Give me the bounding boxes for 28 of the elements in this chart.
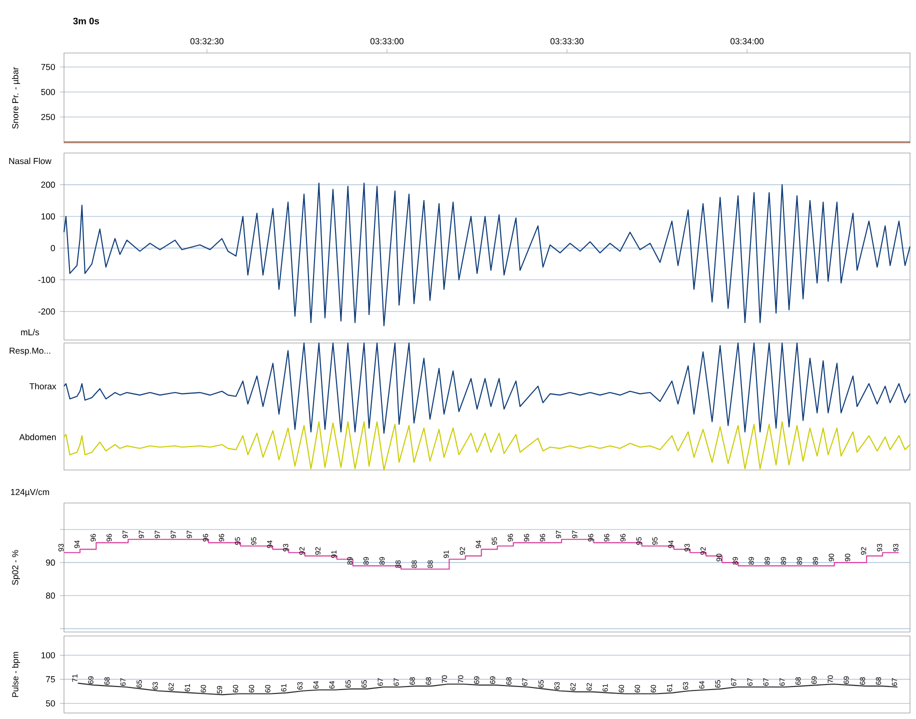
x-tick-label: 03:34:00: [730, 38, 764, 44]
y-tick-label: 750: [41, 64, 55, 70]
y-tick-label: 100: [42, 213, 55, 220]
chart-title: Nasal Flow: [9, 158, 52, 164]
y-tick-label: 0: [50, 245, 55, 252]
y-tick-label: -100: [38, 276, 55, 283]
y-tick-label: 90: [46, 559, 55, 566]
series-label: Thorax: [30, 383, 56, 390]
chart-title: Resp.Mo...: [10, 348, 50, 356]
y-tick-label: 75: [46, 676, 55, 682]
y-axis-title: Snore Pr. - µbar: [12, 67, 20, 129]
y-tick-label: 250: [41, 114, 55, 120]
x-tick-label: 03:33:00: [370, 38, 404, 44]
x-tick-label: 03:33:30: [550, 38, 584, 44]
x-tick-label: 03:32:30: [190, 38, 224, 44]
line-series: [63, 182, 911, 326]
y-tick-label: 500: [41, 88, 55, 96]
y-axis-title: Pulse - bpm: [12, 652, 20, 697]
y-axis-title: mL/s: [21, 328, 40, 336]
series-label: Abdomen: [19, 434, 56, 440]
y-tick-label: 80: [46, 592, 55, 599]
y-tick-label: 50: [46, 700, 55, 706]
y-tick-label: 100: [42, 652, 55, 658]
y-tick-label: 200: [41, 182, 55, 188]
text: 124µV/cm: [11, 488, 50, 497]
text: 3m 0s: [73, 18, 100, 24]
y-tick-label: -200: [38, 308, 55, 315]
y-axis-title: Sp02 - %: [12, 550, 20, 585]
